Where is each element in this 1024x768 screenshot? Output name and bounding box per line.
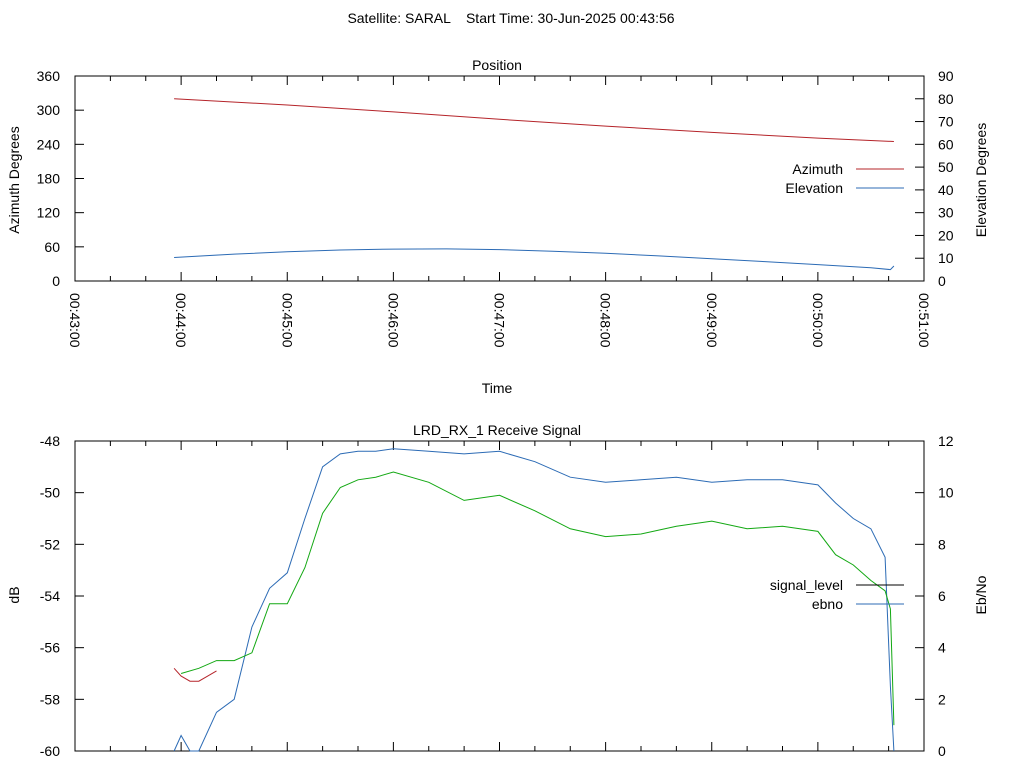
y2-tick-label: 8 — [938, 536, 946, 552]
y-tick-label: 240 — [37, 136, 61, 152]
y2-tick-label: 80 — [938, 91, 954, 107]
position-y2-ticks: 0 10 20 30 40 50 60 70 80 90 — [915, 68, 954, 289]
position-chart: Position 00:43:00 00:44:00 00:45:00 00:46:0… — [6, 57, 989, 396]
x-tick-label: 00:47:00 — [492, 293, 508, 348]
y2-tick-label: 40 — [938, 182, 954, 198]
y2-tick-label: 4 — [938, 640, 946, 656]
y-tick-label: -50 — [40, 485, 60, 501]
y-tick-label: 60 — [44, 239, 60, 255]
series-2-line — [180, 471, 895, 726]
y-tick-label: -60 — [40, 743, 60, 759]
y-tick-label: 300 — [37, 102, 61, 118]
y2-tick-label: 60 — [938, 136, 954, 152]
y-tick-label: 180 — [37, 171, 61, 187]
receive-x-ticks — [74, 441, 925, 751]
x-tick-label: 00:45:00 — [279, 293, 295, 348]
series-ebno-line — [173, 448, 895, 752]
y2-tick-label: 50 — [938, 159, 954, 175]
y2-tick-label: 30 — [938, 205, 954, 221]
y2-tick-label: 6 — [938, 588, 946, 604]
y2-tick-label: 10 — [938, 485, 954, 501]
position-y2-axis-label: Elevation Degrees — [973, 123, 989, 237]
x-tick-label: 00:49:00 — [704, 293, 720, 348]
receive-y-ticks: -60 -58 -56 -54 -52 -50 -48 — [40, 433, 84, 759]
y-tick-label: 0 — [52, 273, 60, 289]
x-tick-label: 00:46:00 — [385, 293, 401, 348]
legend-elevation-label: Elevation — [785, 180, 843, 196]
y2-tick-label: 70 — [938, 114, 954, 130]
receive-series — [173, 448, 895, 752]
legend-signal-level-label: signal_level — [770, 577, 843, 593]
y-tick-label: 360 — [37, 68, 61, 84]
x-tick-label: 00:48:00 — [598, 293, 614, 348]
receive-y-axis-label: dB — [6, 586, 22, 603]
series-3-line — [173, 667, 217, 682]
series-elevation-line — [174, 248, 895, 271]
receive-y2-ticks: 0 2 4 6 8 10 12 — [915, 433, 954, 759]
y-tick-label: -56 — [40, 640, 60, 656]
position-chart-title: Position — [472, 57, 522, 73]
series-azimuth-line — [174, 98, 894, 142]
x-tick-label: 00:50:00 — [810, 293, 826, 348]
receive-plot-frame — [74, 440, 925, 752]
receive-signal-chart: LRD_RX_1 Receive Signal -60-58-56-54-52-… — [6, 422, 989, 759]
y2-tick-label: 0 — [938, 743, 946, 759]
y2-tick-label: 90 — [938, 68, 954, 84]
receive-signal-chart-title: LRD_RX_1 Receive Signal — [413, 422, 581, 438]
position-plot-frame — [74, 75, 925, 282]
y-tick-label: -52 — [40, 536, 60, 552]
x-tick-label: 00:51:00 — [916, 293, 932, 348]
position-series — [174, 98, 895, 271]
position-y-axis-label: Azimuth Degrees — [6, 126, 22, 233]
y2-tick-label: 0 — [938, 273, 946, 289]
x-tick-label: 00:44:00 — [173, 293, 189, 348]
y-tick-label: -58 — [40, 691, 60, 707]
receive-y2-axis-label: Eb/No — [973, 575, 989, 614]
position-x-ticks: 00:43:00 00:44:00 00:45:00 00:46:00 00:47:00… — [67, 76, 932, 348]
y-tick-label: 120 — [37, 205, 61, 221]
y2-tick-label: 10 — [938, 250, 954, 266]
page-title: Satellite: SARAL Start Time: 30-Jun-2025… — [347, 10, 674, 26]
position-y-ticks: 0 60 120 180 240 300 360 — [37, 68, 84, 289]
y2-tick-label: 12 — [938, 433, 954, 449]
y2-tick-label: 2 — [938, 691, 946, 707]
y2-tick-label: 20 — [938, 227, 954, 243]
legend-azimuth-label: Azimuth — [792, 161, 843, 177]
position-x-axis-label: Time — [482, 380, 513, 396]
x-tick-label: 00:43:00 — [67, 293, 83, 348]
y-tick-label: -48 — [40, 433, 60, 449]
legend-ebno-label: ebno — [812, 596, 843, 612]
y-tick-label: -54 — [40, 588, 60, 604]
